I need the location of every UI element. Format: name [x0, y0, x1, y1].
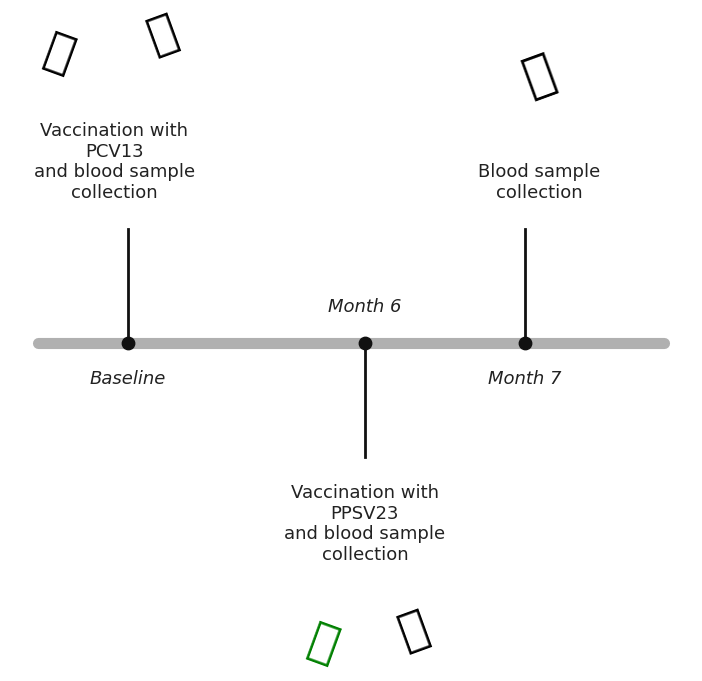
Text: Month 6: Month 6: [328, 298, 402, 316]
Text: 🧪: 🧪: [392, 605, 435, 657]
Point: [359, 338, 371, 349]
Point: [519, 338, 531, 349]
Text: 🧪: 🧪: [142, 9, 184, 61]
Text: 💉: 💉: [302, 619, 344, 671]
Text: Vaccination with
PCV13
and blood sample
collection: Vaccination with PCV13 and blood sample …: [34, 122, 194, 202]
Text: Blood sample
collection: Blood sample collection: [478, 163, 600, 202]
Text: 🧪: 🧪: [517, 47, 562, 103]
Point: [123, 338, 134, 349]
Text: Baseline: Baseline: [90, 370, 166, 387]
Text: Month 7: Month 7: [489, 370, 562, 387]
Text: 💉: 💉: [37, 29, 79, 81]
Text: Vaccination with
PPSV23
and blood sample
collection: Vaccination with PPSV23 and blood sample…: [284, 484, 446, 564]
